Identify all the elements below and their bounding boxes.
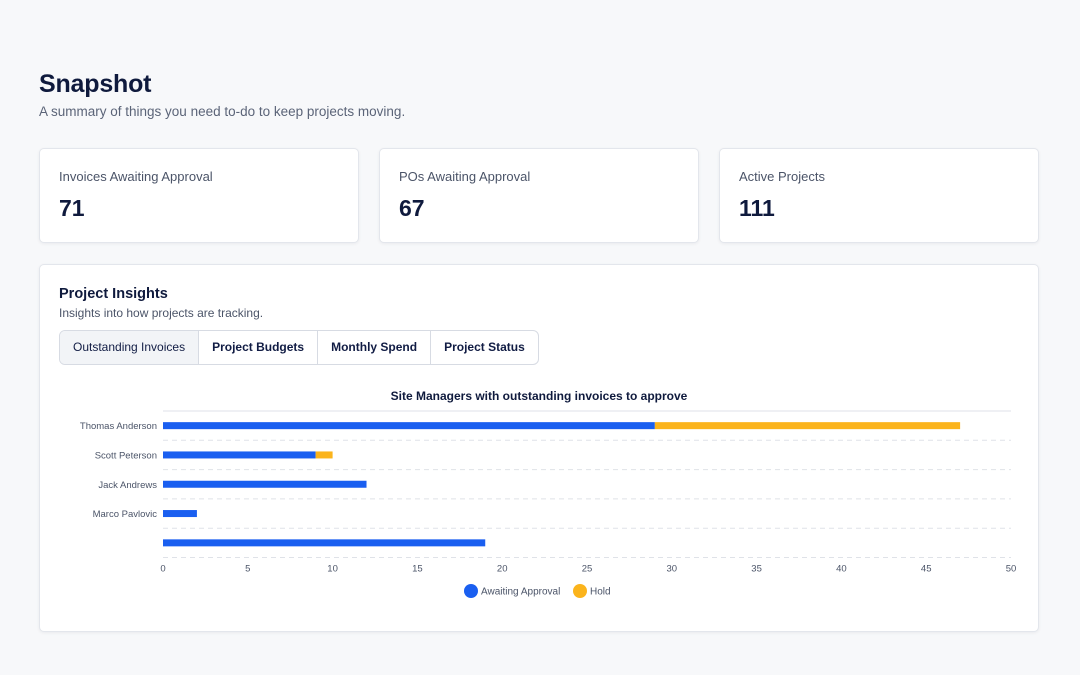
x-tick-label: 20	[497, 564, 508, 575]
bar-awaiting-approval	[163, 480, 367, 488]
stat-label: POs Awaiting Approval	[399, 169, 531, 184]
category-label: Marco Pavlovic	[93, 509, 158, 520]
bar-awaiting-approval	[163, 510, 197, 518]
bar-awaiting-approval	[163, 422, 655, 430]
active-projects-card[interactable]: Active Projects 111	[719, 148, 1039, 243]
x-tick-label: 40	[836, 564, 847, 575]
tab-project-budgets[interactable]: Project Budgets	[199, 331, 319, 364]
category-label: Jack Andrews	[98, 480, 157, 491]
tab-project-status[interactable]: Project Status	[444, 340, 525, 354]
pos-awaiting-card[interactable]: POs Awaiting Approval 67	[379, 148, 699, 243]
x-tick-label: 45	[921, 564, 932, 575]
x-tick-label: 0	[160, 564, 165, 575]
stat-label: Active Projects	[739, 169, 825, 184]
legend-swatch-hold	[573, 584, 587, 598]
x-tick-label: 5	[245, 564, 250, 575]
x-tick-label: 10	[327, 564, 338, 575]
bar-hold	[315, 451, 333, 459]
x-tick-label: 35	[751, 564, 762, 575]
project-insights-card: Project Insights Insights into how proje…	[39, 264, 1039, 632]
stat-value: 67	[399, 195, 425, 221]
category-label: Thomas Anderson	[80, 421, 157, 432]
insights-title: Project Insights	[59, 286, 168, 302]
tab-monthly-spend[interactable]: Monthly Spend	[318, 331, 432, 364]
legend-label: Awaiting Approval	[481, 587, 560, 598]
x-tick-label: 50	[1006, 564, 1017, 575]
stat-value: 111	[739, 195, 775, 221]
x-tick-label: 30	[667, 564, 678, 575]
insights-tabs: Outstanding Invoices Project Budgets Mon…	[59, 330, 539, 365]
x-tick-label: 25	[582, 564, 593, 575]
bar-hold	[654, 422, 961, 430]
page-subtitle: A summary of things you need to-do to ke…	[39, 104, 406, 119]
legend-label: Hold	[590, 587, 611, 598]
legend-swatch-awaiting	[464, 584, 478, 598]
stat-value: 71	[59, 195, 85, 221]
insights-subtitle: Insights into how projects are tracking.	[59, 306, 264, 320]
tab-outstanding-invoices[interactable]: Outstanding Invoices	[60, 331, 200, 364]
x-tick-label: 15	[412, 564, 423, 575]
stat-label: Invoices Awaiting Approval	[59, 169, 213, 184]
category-label: Scott Peterson	[95, 450, 157, 461]
page-title: Snapshot	[39, 70, 152, 98]
invoices-awaiting-card[interactable]: Invoices Awaiting Approval 71	[39, 148, 359, 243]
bar-awaiting-approval	[163, 539, 486, 547]
bar-awaiting-approval	[163, 451, 316, 459]
chart-title: Site Managers with outstanding invoices …	[391, 389, 688, 403]
